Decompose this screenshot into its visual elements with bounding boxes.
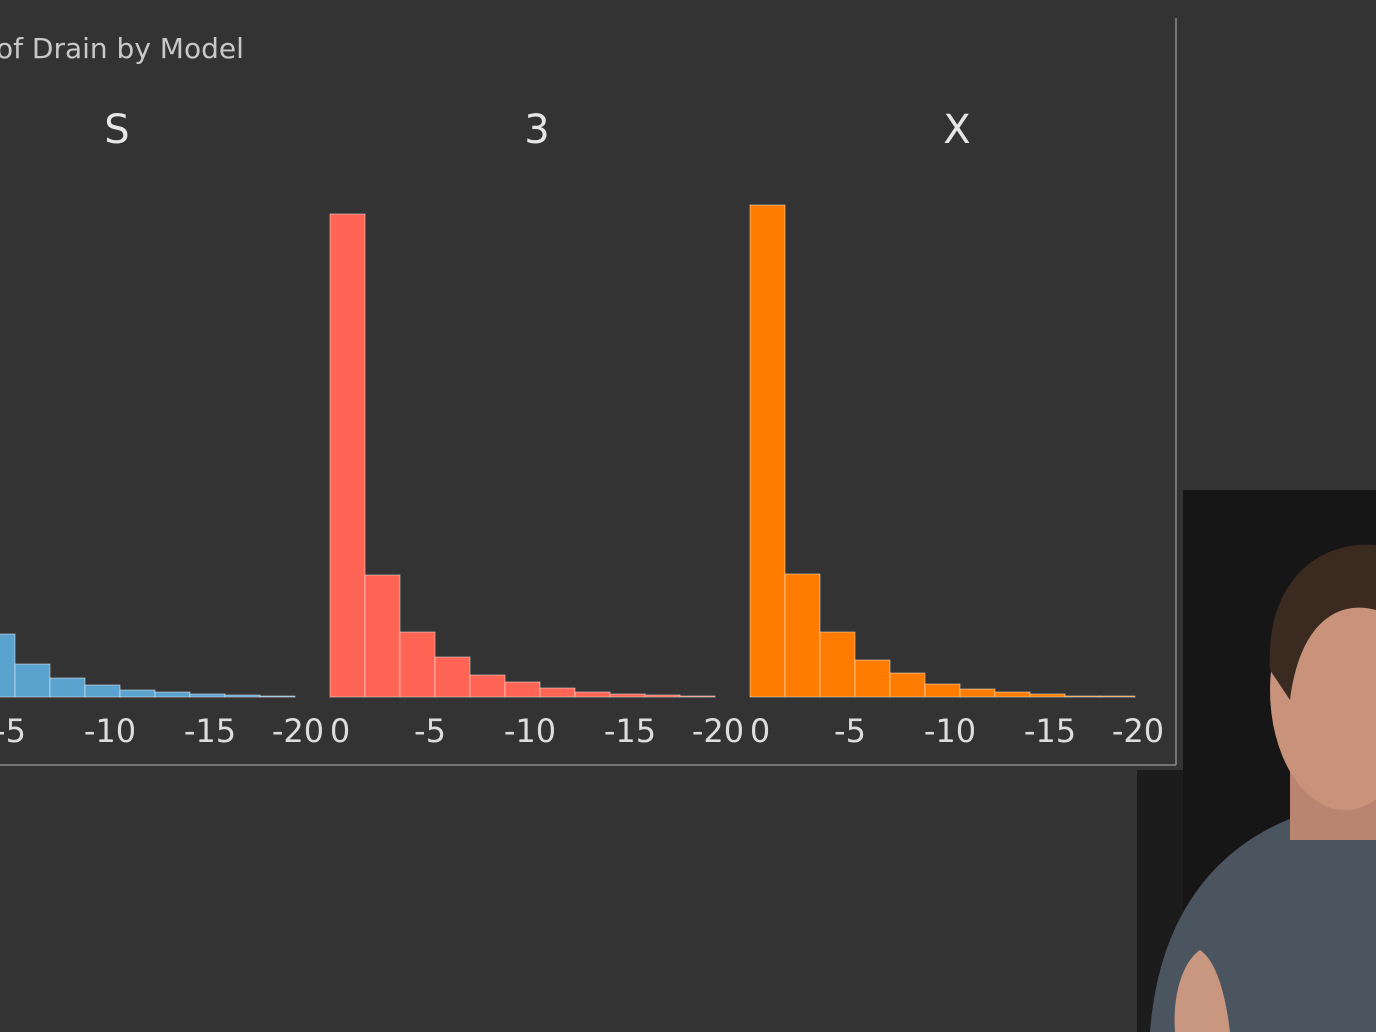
bar <box>224 694 261 698</box>
bar <box>819 631 856 698</box>
panel: X 0 -5 -10 -15 -20 <box>749 107 1164 750</box>
x-tick-label: 0 <box>330 712 350 750</box>
panel-title: 3 <box>524 107 549 153</box>
x-tick-label: -10 <box>504 712 556 750</box>
bar <box>259 695 296 698</box>
bar <box>854 659 891 698</box>
bar <box>364 574 401 698</box>
x-tick-label: 0 <box>750 712 770 750</box>
chart-title: of Drain by Model <box>0 32 244 65</box>
bar <box>994 691 1031 698</box>
panel-title: X <box>943 107 970 153</box>
bar <box>784 573 821 698</box>
bar <box>644 694 681 698</box>
bar <box>154 691 191 698</box>
panel-title: S <box>104 107 129 153</box>
panel: 3 0 -5 -10 -15 -20 <box>329 107 744 750</box>
x-tick-label: -20 <box>692 712 744 750</box>
x-tick-label: -10 <box>84 712 136 750</box>
bar <box>469 674 506 698</box>
bar <box>749 204 786 698</box>
bar <box>889 672 926 698</box>
bar <box>14 663 51 698</box>
bar <box>84 684 121 698</box>
x-tick-label: -5 <box>414 712 446 750</box>
bar <box>609 693 646 698</box>
x-tick-label: -5 <box>0 712 26 750</box>
person-hand <box>1174 950 1230 1032</box>
bar <box>119 689 156 698</box>
bar <box>679 695 716 698</box>
x-tick-label: -20 <box>272 712 324 750</box>
bar <box>959 688 996 698</box>
bar <box>1064 695 1101 698</box>
webcam <box>1137 490 1376 1032</box>
bar <box>399 631 436 698</box>
bar <box>49 677 86 698</box>
x-tick-label: -15 <box>1024 712 1076 750</box>
person-hair <box>1269 544 1376 700</box>
bar <box>189 693 226 698</box>
bar <box>1029 693 1066 698</box>
x-tick-label: -15 <box>604 712 656 750</box>
x-tick-label: -5 <box>834 712 866 750</box>
bar <box>574 691 611 698</box>
bar <box>434 656 471 698</box>
bar <box>504 681 541 698</box>
bar <box>329 213 366 698</box>
bar <box>1099 695 1136 698</box>
bar <box>539 687 576 698</box>
bar <box>0 633 16 698</box>
x-tick-label: -20 <box>1112 712 1164 750</box>
panel: S0-5-10-15-20 <box>0 107 324 750</box>
x-tick-label: -10 <box>924 712 976 750</box>
bar <box>924 683 961 698</box>
x-tick-label: -15 <box>184 712 236 750</box>
